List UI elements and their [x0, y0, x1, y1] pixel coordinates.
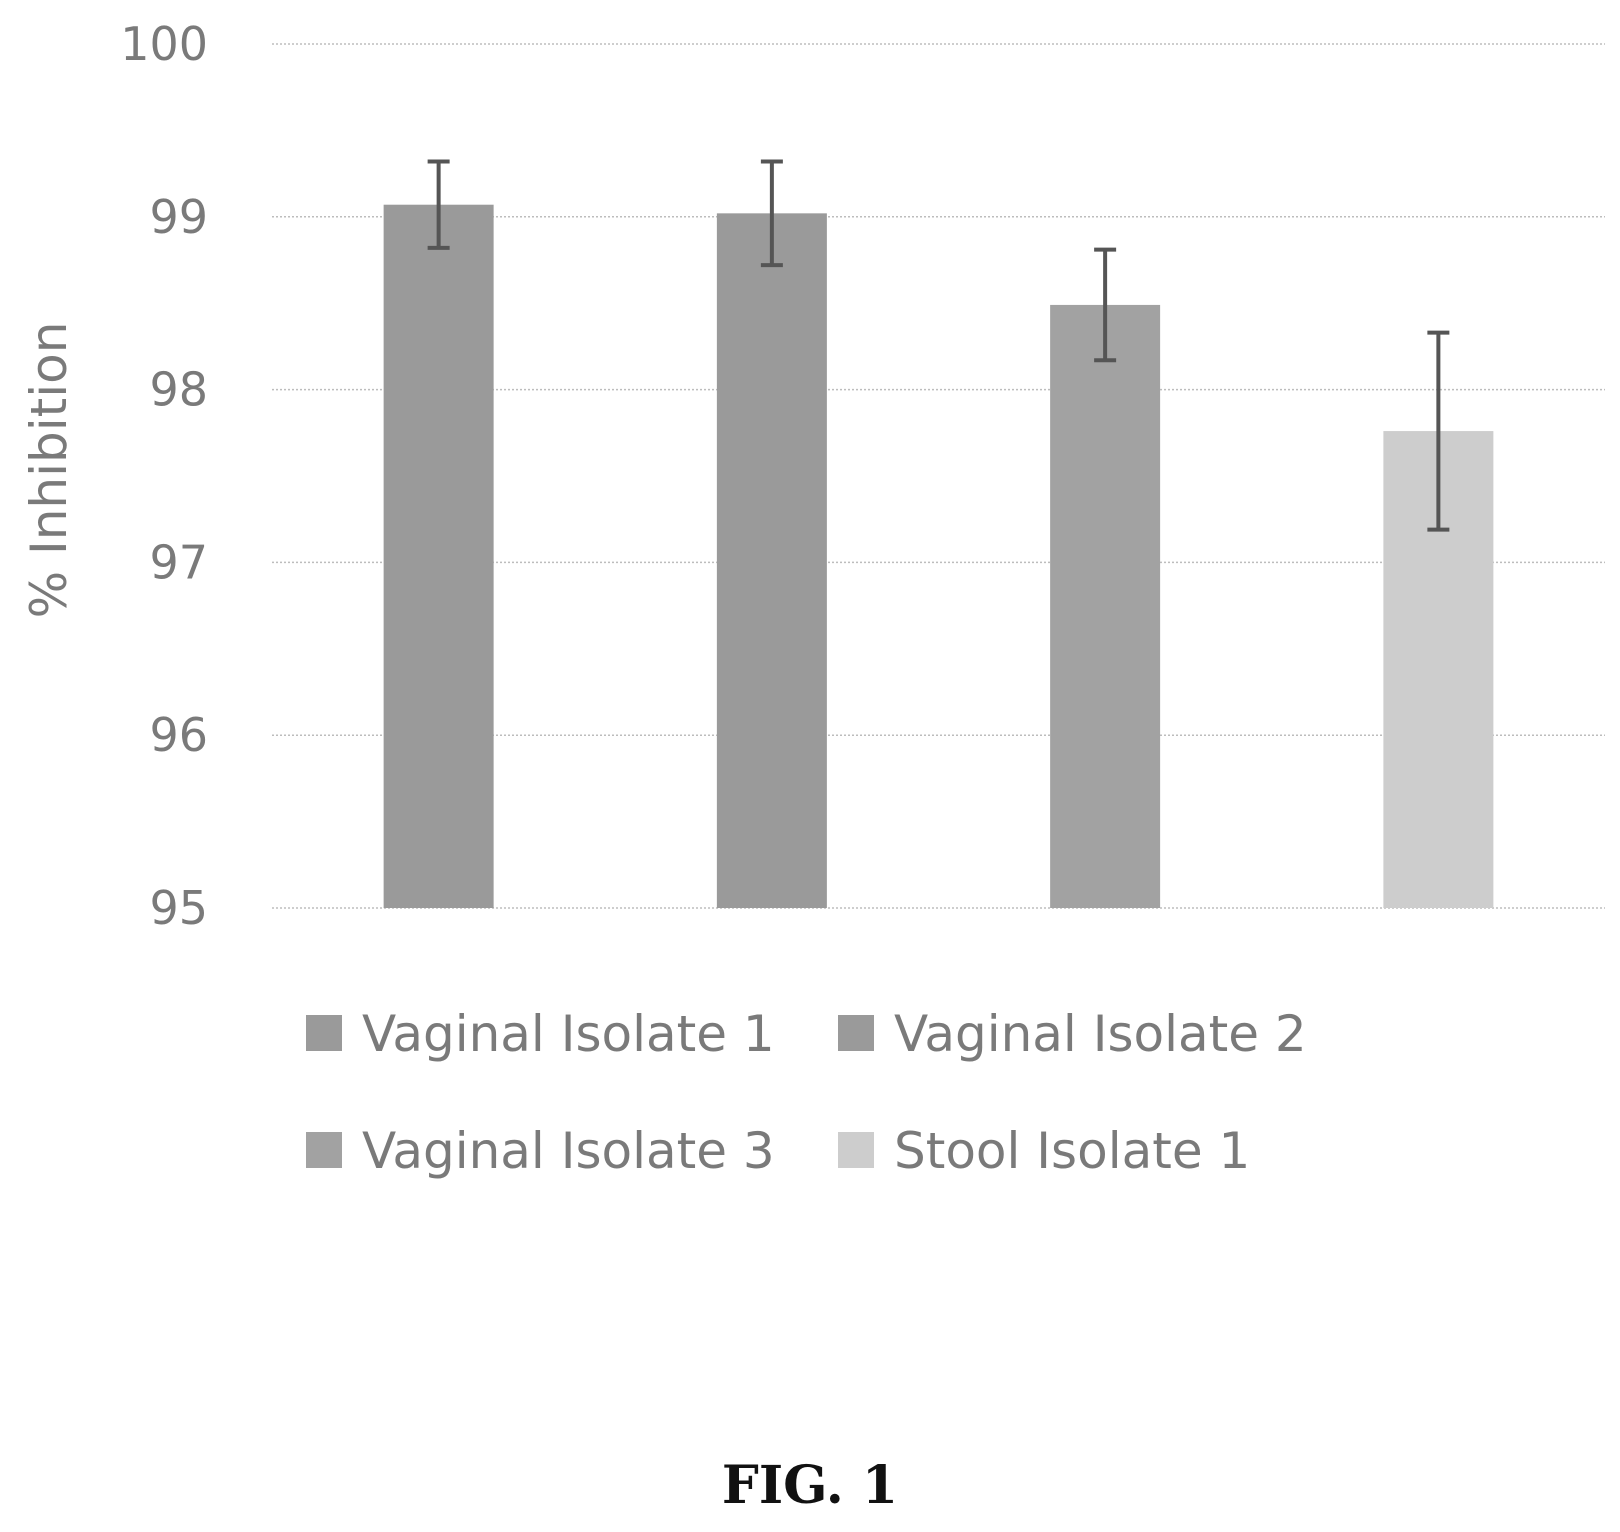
bar — [383, 204, 494, 909]
legend-swatch — [306, 1015, 342, 1051]
bar — [1050, 304, 1161, 909]
bar — [716, 213, 827, 908]
y-tick-label: 98 — [149, 363, 208, 417]
legend-label: Vaginal Isolate 1 — [362, 1005, 775, 1063]
legend-label: Stool Isolate 1 — [894, 1122, 1250, 1180]
legend-swatch — [306, 1132, 342, 1168]
y-tick-label: 100 — [120, 17, 208, 71]
legend-swatch — [838, 1132, 874, 1168]
legend-label: Vaginal Isolate 3 — [362, 1122, 775, 1180]
y-tick-label: 99 — [149, 190, 208, 244]
error-bar — [1427, 330, 1450, 532]
error-bar — [760, 159, 783, 268]
y-tick-label: 97 — [149, 535, 208, 589]
legend-item: Vaginal Isolate 2 — [838, 1005, 1307, 1063]
bars — [383, 204, 1494, 909]
legend-label: Vaginal Isolate 2 — [894, 1005, 1307, 1063]
y-axis-ticks: 100 99 98 97 96 95 — [120, 17, 208, 935]
legend: Vaginal Isolate 1 Vaginal Isolate 2 Vagina… — [306, 1005, 1307, 1180]
y-axis-label: % Inhibition — [20, 322, 78, 619]
legend-item: Vaginal Isolate 3 — [306, 1122, 775, 1180]
error-bar — [1094, 247, 1117, 363]
legend-item: Vaginal Isolate 1 — [306, 1005, 775, 1063]
error-bars — [427, 159, 1450, 532]
figure-caption: FIG. 1 — [721, 1455, 899, 1516]
y-tick-label: 96 — [149, 708, 208, 762]
y-tick-label: 95 — [149, 881, 208, 935]
error-bar — [427, 159, 450, 250]
legend-item: Stool Isolate 1 — [838, 1122, 1250, 1180]
legend-swatch — [838, 1015, 874, 1051]
